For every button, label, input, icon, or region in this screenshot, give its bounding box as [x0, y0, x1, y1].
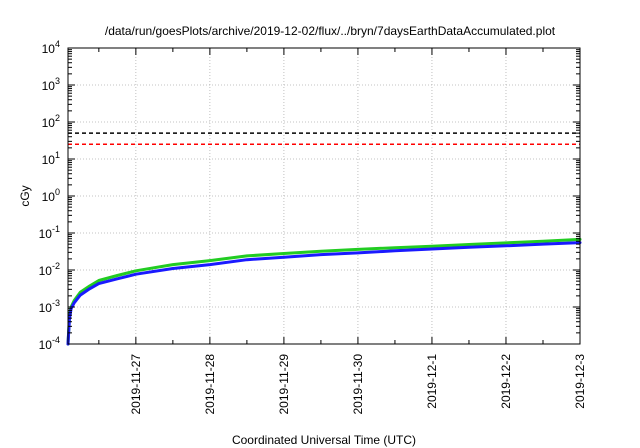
y-tick-label: 103: [42, 76, 60, 93]
chart-title: /data/run/goesPlots/archive/2019-12-02/f…: [105, 24, 556, 38]
axes: 10-4 10-3 10-2 10-1 100 101 102 103 104 2019-11-2…: [39, 39, 587, 415]
y-tick-label: 100: [42, 187, 60, 204]
series-green-line: [66, 237, 582, 346]
data-series: [66, 237, 582, 346]
x-axis-label: Coordinated Universal Time (UTC): [232, 433, 416, 447]
threshold-lines: [68, 132, 580, 146]
x-tick-label: 2019-12-3: [573, 354, 587, 409]
x-tick-label: 2019-11-28: [203, 354, 217, 415]
series-blue-line: [66, 241, 582, 346]
x-tick-label: 2019-11-30: [351, 354, 365, 415]
y-tick-label: 101: [42, 150, 60, 167]
y-tick-label: 10-2: [39, 261, 60, 278]
x-tick-label: 2019-11-29: [277, 354, 291, 415]
grid-lines: [68, 48, 580, 344]
y-tick-label: 104: [42, 39, 60, 56]
y-tick-label: 10-1: [39, 224, 60, 241]
y-tick-label: 102: [42, 113, 60, 130]
y-axis-label: cGy: [18, 185, 32, 206]
x-tick-label: 2019-11-27: [129, 354, 143, 415]
x-tick-label: 2019-12-1: [425, 354, 439, 409]
y-tick-label: 10-3: [39, 298, 60, 315]
y-tick-label: 10-4: [39, 335, 60, 352]
x-tick-label: 2019-12-2: [499, 354, 513, 409]
